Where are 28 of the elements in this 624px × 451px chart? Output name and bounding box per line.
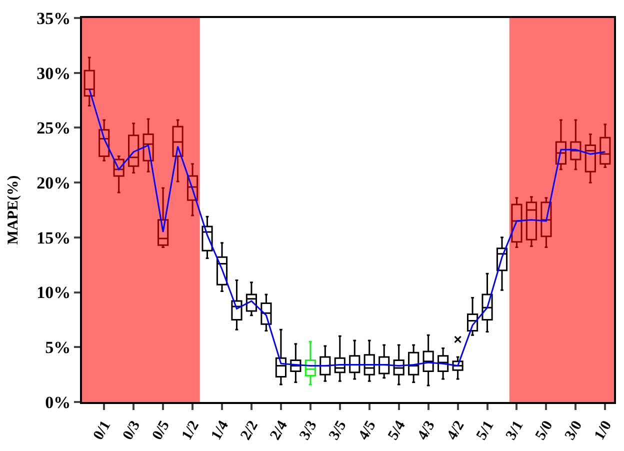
x-tick-label: 1/4	[208, 418, 232, 443]
x-tick-label: 3/5	[326, 418, 350, 443]
y-tick-label: 25%	[36, 118, 71, 138]
x-tick-label: 0/5	[150, 418, 174, 443]
y-tick-label: 15%	[36, 228, 71, 248]
x-tick-label: 3/1	[503, 418, 527, 443]
x-tick-label: 0/1	[90, 418, 114, 443]
x-tick-label: 2/4	[267, 418, 292, 443]
line-series	[88, 88, 606, 367]
y-tick-label: 5%	[45, 338, 71, 358]
x-tick-label: 0/3	[120, 418, 144, 443]
y-tick-label: 10%	[36, 283, 71, 302]
x-tick-label: 4/2	[444, 418, 468, 443]
y-axis-title: MAPE(%)	[5, 175, 22, 245]
x-tick-label: 1/0	[592, 418, 616, 443]
x-tick-label: 5/4	[385, 418, 410, 443]
x-tick-label: 4/3	[414, 418, 438, 443]
x-tick-label: 3/0	[562, 418, 586, 443]
x-tick-label: 4/5	[356, 418, 380, 443]
y-tick-label: 35%	[36, 8, 71, 28]
x-tick-label: 2/2	[238, 418, 262, 443]
y-tick-label: 0%	[45, 392, 71, 412]
y-tick-label: 30%	[36, 64, 71, 83]
x-tick-label: 5/0	[532, 418, 556, 443]
x-tick-label: 5/1	[474, 418, 498, 443]
x-tick-label: 3/3	[296, 418, 320, 443]
x-tick-label: 1/2	[179, 418, 202, 443]
y-tick-label: 20%	[36, 174, 71, 193]
